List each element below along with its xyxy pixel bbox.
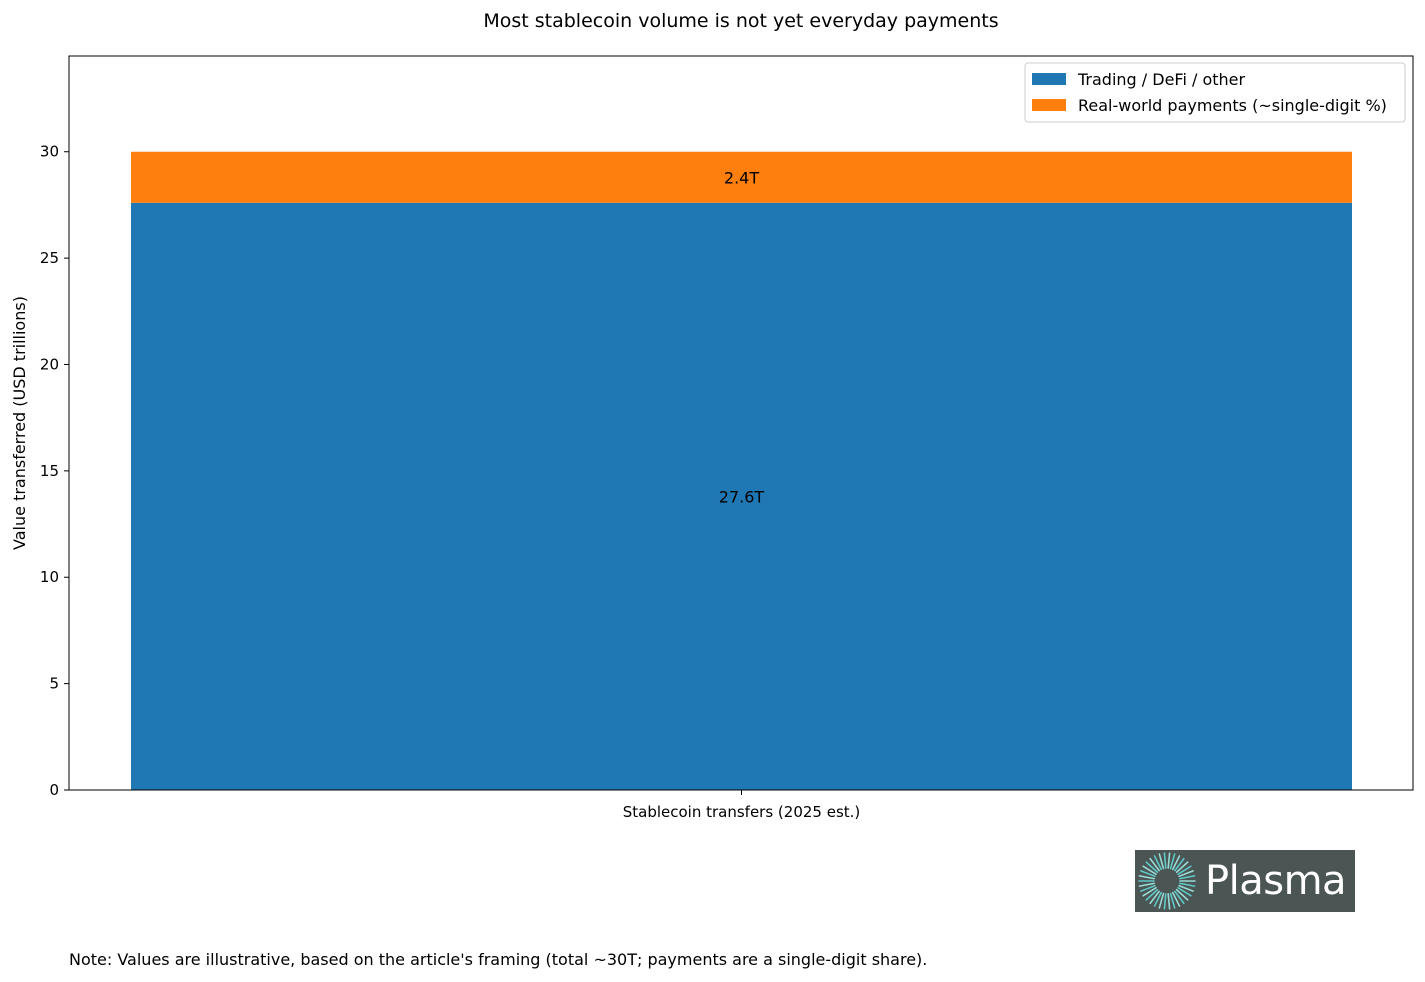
chart-title: Most stablecoin volume is not yet everyd… (483, 10, 998, 32)
logo-text: Plasma (1205, 858, 1347, 904)
bar-trading-defi-other (131, 202, 1352, 791)
bars-group: 27.6T 2.4T (131, 151, 1352, 791)
bar-real-world-payments (131, 151, 1352, 203)
y-tick-label: 20 (40, 355, 59, 373)
y-axis-label: Value transferred (USD trillions) (10, 296, 29, 550)
y-tick-label: 5 (49, 675, 59, 693)
y-tick-label: 10 (40, 568, 59, 586)
footnote: Note: Values are illustrative, based on … (69, 950, 928, 969)
x-axis: Stablecoin transfers (2025 est.) (623, 790, 861, 821)
x-tick-label: Stablecoin transfers (2025 est.) (623, 803, 861, 821)
legend-box (1024, 62, 1406, 123)
legend-swatch (1032, 73, 1066, 85)
y-tick-label: 25 (40, 249, 59, 267)
y-tick-label: 30 (40, 143, 59, 161)
plasma-burst-icon (1138, 852, 1196, 910)
legend-entry: Real-world payments (~single-digit %) (1078, 96, 1387, 115)
plot-frame (68, 55, 1414, 791)
legend-entry: Trading / DeFi / other (1077, 70, 1246, 89)
legend-swatch (1032, 99, 1066, 111)
data-label: 27.6T (719, 487, 765, 506)
plasma-logo: Plasma (1135, 850, 1355, 912)
stacked-bar-chart: Most stablecoin volume is not yet everyd… (10, 10, 1414, 821)
legend: Trading / DeFi / other Real-world payment… (1024, 62, 1406, 123)
y-tick-label: 15 (40, 462, 59, 480)
y-axis: 0 5 10 15 20 25 30 (40, 143, 69, 799)
y-tick-label: 0 (49, 781, 59, 799)
data-label: 2.4T (724, 168, 759, 187)
